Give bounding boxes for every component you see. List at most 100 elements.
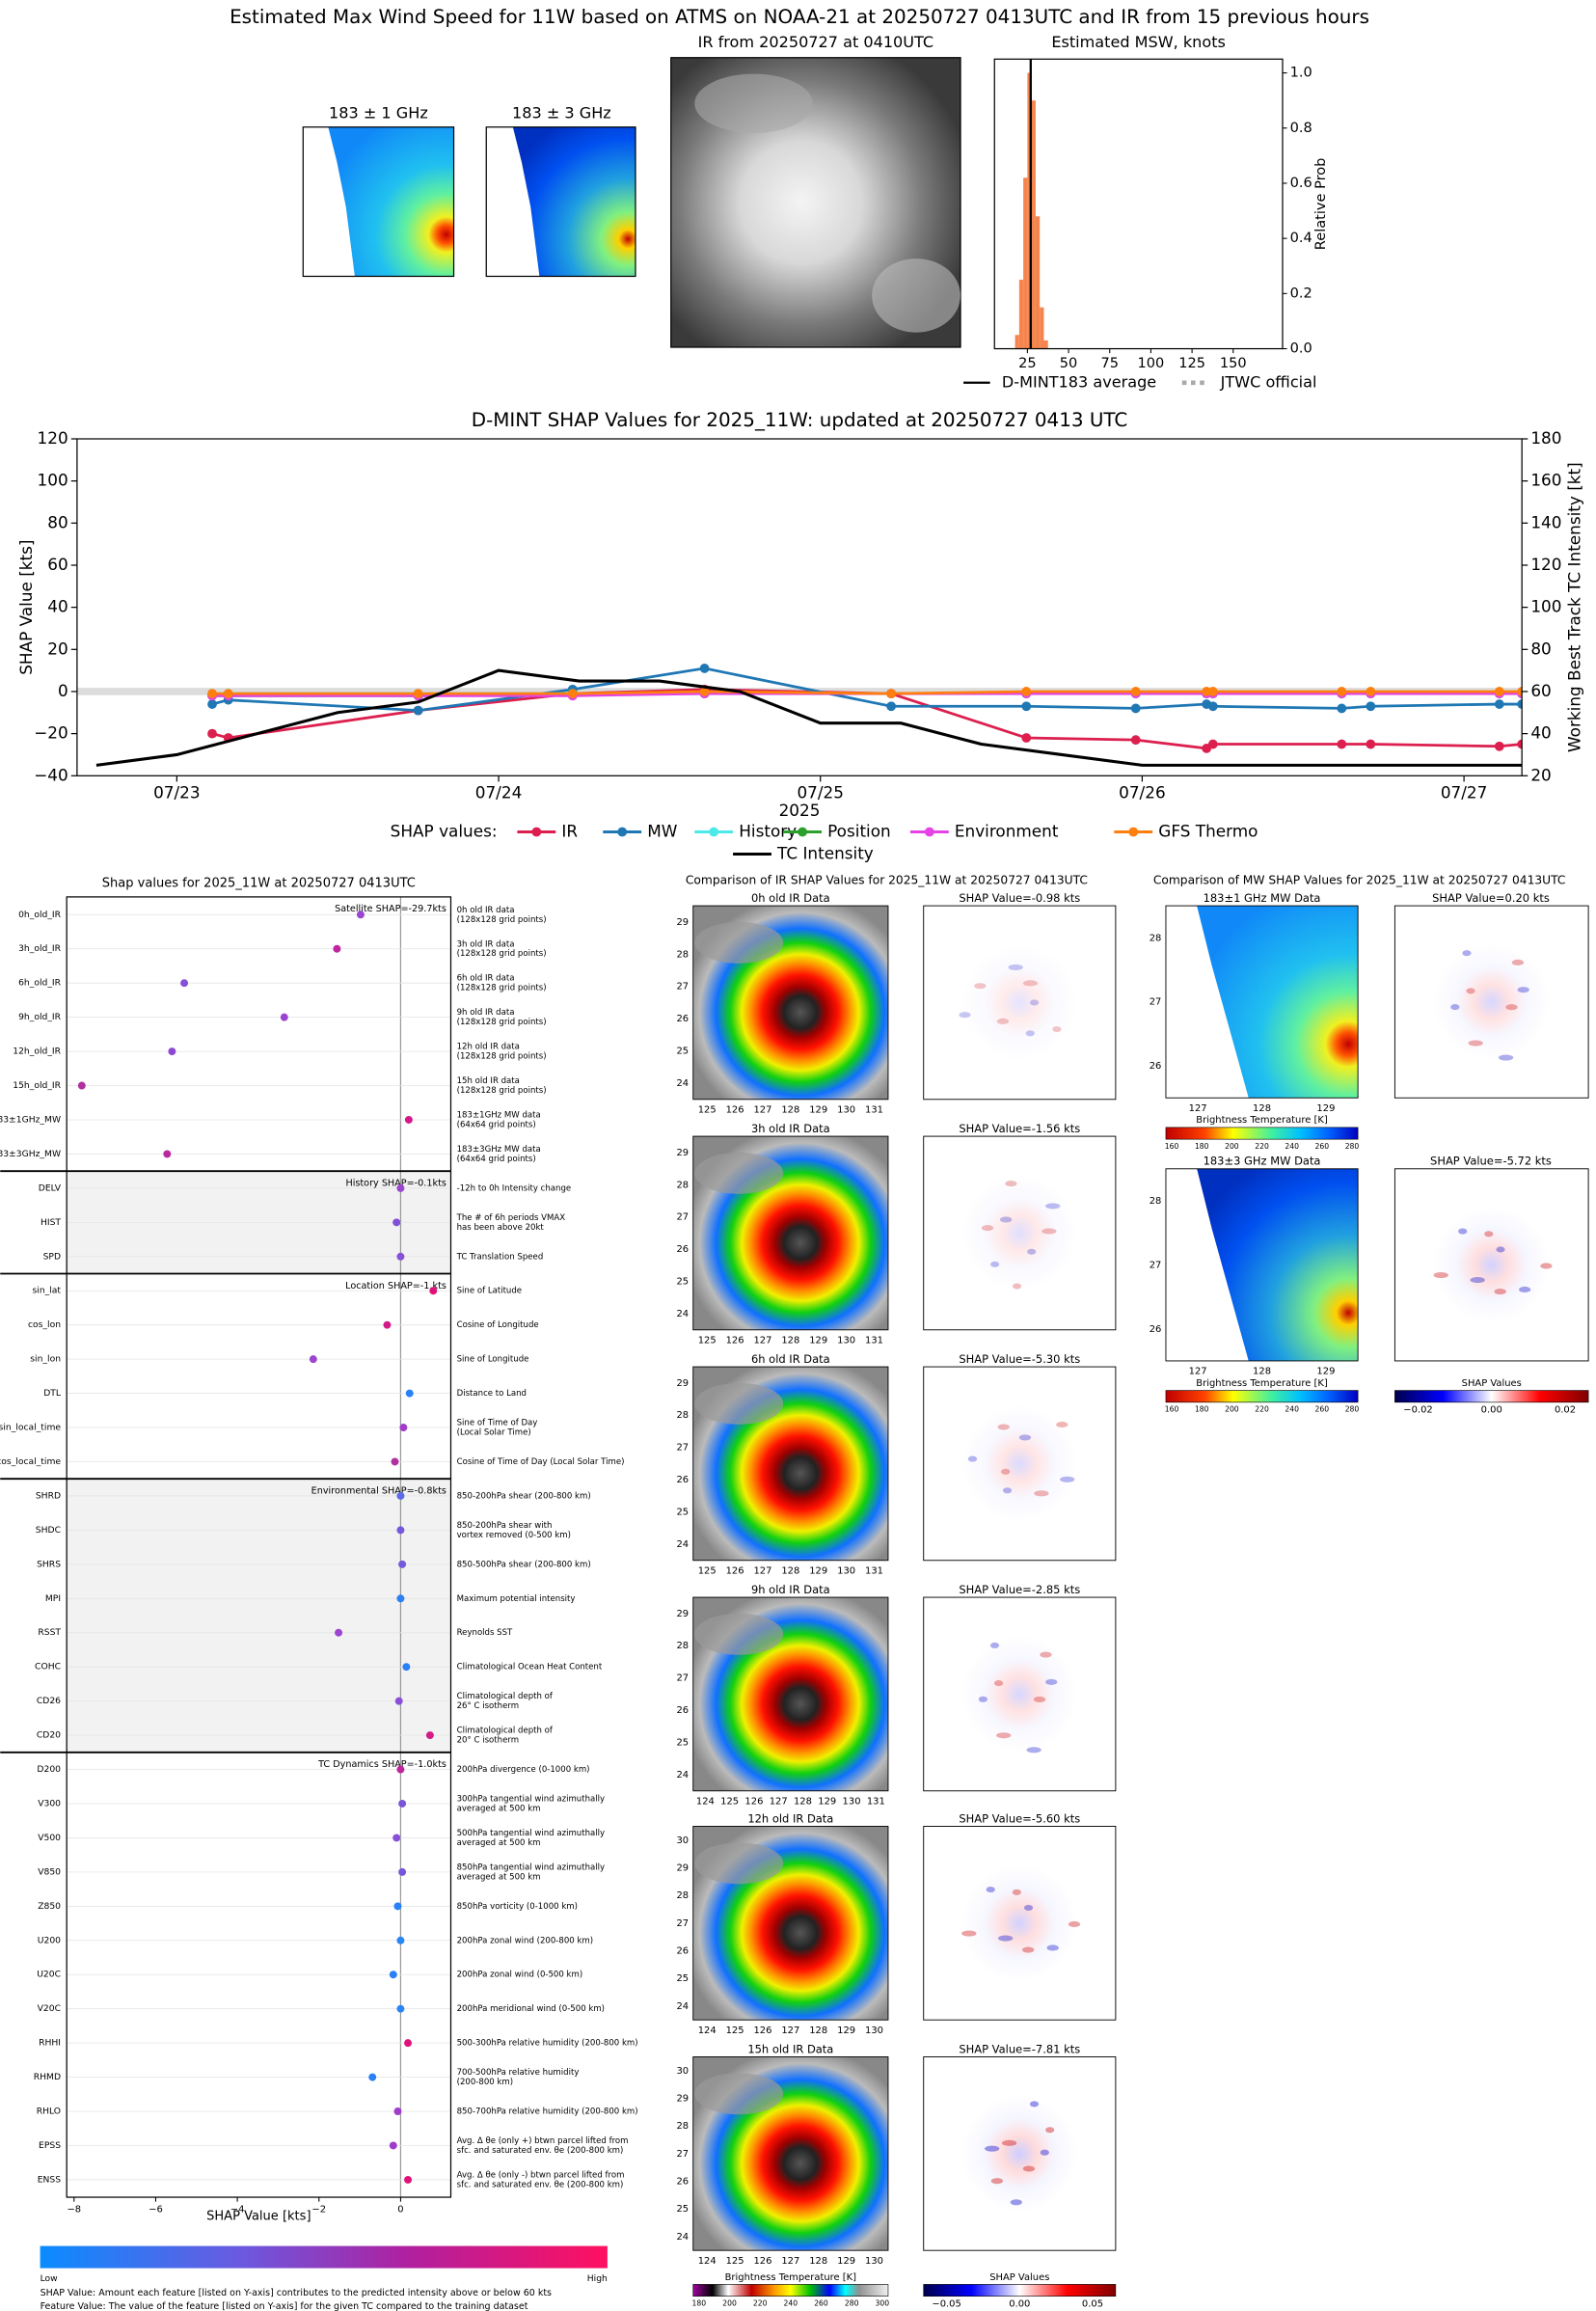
feature-description: Sine of Time of Day: [457, 1419, 538, 1428]
y2-tick-label: 180: [1530, 428, 1561, 448]
y-tick-label: 28: [676, 1410, 689, 1421]
point: [1337, 703, 1347, 714]
x-tick-label: 127: [753, 1565, 771, 1576]
shap-pattern: [1511, 959, 1525, 965]
shap-pattern: [961, 1175, 1078, 1291]
y-tick-label: −40: [34, 765, 68, 784]
shap-pattern: [989, 1642, 1000, 1648]
point: [391, 1457, 399, 1466]
colorbar-tick-label: 260: [1315, 1404, 1330, 1413]
x-tick-label: 129: [818, 1796, 836, 1807]
y-tick-label: DELV: [39, 1183, 62, 1193]
shap-pattern: [1068, 1920, 1081, 1928]
y-tick-label: 3h_old_IR: [18, 943, 62, 954]
series-line: [211, 688, 1523, 750]
y-tick-label: 24: [676, 1309, 689, 1319]
point: [1130, 703, 1141, 714]
point: [425, 1731, 434, 1740]
x-tick-label: 127: [781, 2026, 799, 2036]
colorbar-tick-label: 180: [692, 2298, 707, 2307]
shap-pattern: [1027, 1248, 1037, 1255]
point: [207, 689, 217, 699]
panel-title: SHAP Value=0.20 kts: [1432, 891, 1550, 905]
shap-pattern: [1005, 1181, 1017, 1187]
feature-description: Avg. Δ θe (only -) btwn parcel lifted fr…: [457, 2170, 625, 2180]
x-tick-label: 129: [809, 1105, 827, 1116]
x-tick-label: 0: [397, 2204, 403, 2215]
frame: [1165, 905, 1359, 1099]
panel-title: 12h old IR Data: [747, 1811, 833, 1825]
x-tick-label: 07/23: [153, 783, 201, 802]
shap-pattern: [1008, 964, 1023, 970]
y2-tick-label: 80: [1530, 639, 1551, 658]
shap-pattern: [999, 1216, 1013, 1223]
y-axis-label: Relative Prob: [1312, 158, 1329, 251]
y-tick-label: 100: [38, 471, 68, 490]
x-tick-label: 128: [781, 1565, 799, 1576]
y-tick-label: 0.0: [1290, 340, 1312, 357]
point: [1130, 735, 1141, 746]
point: [168, 1047, 176, 1056]
point: [1021, 733, 1032, 743]
shap-pattern: [1470, 1277, 1485, 1284]
colorbar-tick-label: 180: [1195, 1404, 1209, 1413]
x-tick-label: −6: [149, 2204, 163, 2215]
shap-pattern: [978, 1696, 987, 1702]
y-tick-label: 183±1GHz_MW: [0, 1114, 61, 1125]
x-tick-label: 127: [770, 1796, 788, 1807]
feature-description: The # of 6h periods VMAX: [456, 1213, 566, 1223]
legend-label: Position: [827, 821, 891, 840]
group-label: Environmental SHAP=-0.8kts: [311, 1485, 446, 1496]
shap-pattern: [1468, 1040, 1483, 1047]
panel-title: 15h old IR Data: [747, 2042, 833, 2055]
colorbar-tick-label: 220: [1255, 1404, 1269, 1413]
y-tick-label: 24: [676, 1539, 689, 1550]
point: [1337, 687, 1347, 696]
feature-description: averaged at 500 km: [457, 1804, 541, 1813]
x-tick-label: 128: [809, 2026, 827, 2036]
y-tick-label: 27: [676, 1918, 689, 1929]
point: [1517, 739, 1523, 749]
point: [396, 1594, 405, 1603]
y2-tick-label: 60: [1530, 681, 1551, 700]
shap-pattern: [1458, 1228, 1468, 1235]
colorbar-tick-label: 0.02: [1555, 1404, 1576, 1415]
x-tick-label: 129: [837, 2026, 855, 2036]
chart-title: Shap values for 2025_11W at 20250727 041…: [102, 877, 416, 891]
point: [1207, 687, 1218, 696]
y-tick-label: 30: [676, 1835, 689, 1846]
feature-description: has been above 20kt: [457, 1223, 545, 1233]
shap-pattern: [1433, 1272, 1448, 1279]
point: [392, 1834, 401, 1842]
frame: [1165, 1168, 1359, 1362]
panel-title: 183±1 GHz MW Data: [1204, 891, 1321, 905]
missing-data: [1165, 906, 1249, 1099]
x-tick-label: 131: [865, 1565, 883, 1576]
x-tick-label: 124: [696, 1796, 715, 1807]
x-tick-label: 07/26: [1119, 783, 1166, 802]
point: [1366, 687, 1376, 696]
bar: [1023, 177, 1028, 349]
point: [368, 2073, 377, 2081]
legend-label: GFS Thermo: [1158, 821, 1258, 840]
panel-title: SHAP Value=-2.85 kts: [959, 1583, 1080, 1596]
feature-description: 0h old IR data: [457, 906, 515, 915]
point: [886, 689, 897, 699]
colorbar-label: Brightness Temperature [K]: [1196, 1115, 1328, 1126]
point: [404, 1116, 413, 1124]
x-tick-label: 124: [698, 2026, 717, 2036]
legend-label: Environment: [955, 821, 1059, 840]
shap-pattern: [1023, 1904, 1034, 1912]
y-tick-label: 28: [676, 1641, 689, 1651]
y2-tick-label: 140: [1530, 512, 1561, 531]
shap-pattern: [1462, 950, 1472, 957]
group-label: Satellite SHAP=-29.7kts: [335, 904, 446, 914]
colorbar-tick-label: 220: [753, 2298, 768, 2307]
ir-cloud: [694, 1152, 784, 1194]
y-tick-label: 0h_old_IR: [18, 910, 62, 920]
shap-pattern: [1045, 2127, 1055, 2134]
shap-pattern: [1025, 1030, 1035, 1037]
shap-pattern: [1010, 2199, 1022, 2206]
ir-cloud: [694, 1842, 784, 1885]
legend-marker: [531, 827, 542, 837]
